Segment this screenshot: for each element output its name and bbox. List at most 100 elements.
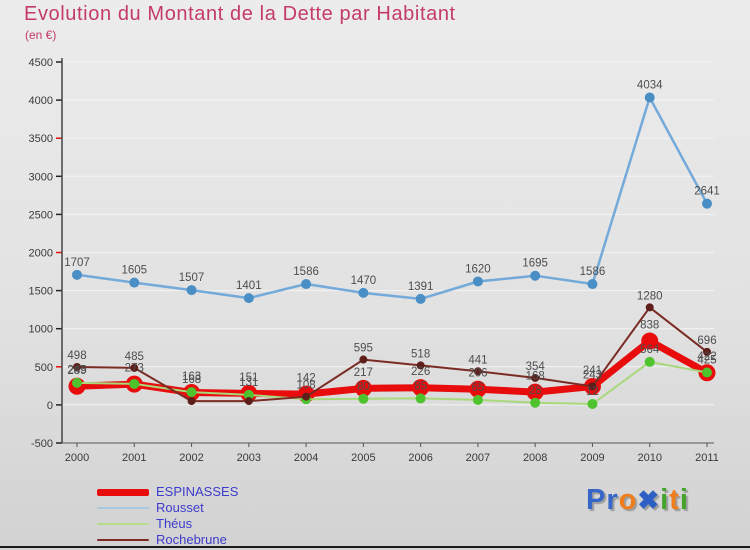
x-tick-label: 2009 [580, 452, 604, 464]
data-point-espinasses [412, 379, 430, 397]
x-tick-label: 2004 [294, 452, 318, 464]
y-tick-label: 3500 [29, 133, 53, 145]
data-point-rochebrune [473, 367, 482, 376]
data-label: 564 [640, 344, 660, 356]
data-label: 2641 [694, 186, 720, 198]
data-label: 518 [411, 348, 430, 360]
legend-swatch [97, 488, 149, 496]
y-tick-label: 1500 [29, 286, 53, 298]
data-point-rousset [415, 293, 426, 304]
logo-letter: ✖ [637, 485, 661, 515]
data-point-rousset [702, 198, 712, 209]
data-point-théus [358, 393, 369, 404]
legend-item-thus: Théus [97, 516, 238, 532]
page-title: Evolution du Montant de la Dette par Hab… [24, 3, 456, 25]
data-label: 168 [182, 374, 201, 386]
data-label: 243 [583, 369, 602, 381]
legend-swatch [97, 523, 149, 525]
logo-letter: i [660, 484, 670, 516]
logo-letter: r [606, 484, 619, 516]
data-point-rochebrune [302, 392, 311, 401]
data-point-théus [702, 367, 712, 378]
data-point-rousset [644, 92, 655, 103]
data-label: 80 [357, 381, 370, 393]
data-point-rochebrune [416, 361, 425, 370]
x-tick-label: 2011 [695, 452, 719, 464]
data-label: 1695 [522, 258, 548, 270]
data-point-rousset [530, 270, 541, 281]
data-label: 354 [526, 361, 546, 373]
data-point-théus [472, 394, 483, 405]
data-point-espinasses [641, 332, 659, 350]
data-point-théus [186, 387, 197, 398]
legend-item-rochebrune: Rochebrune [97, 532, 238, 548]
y-tick-label: 3000 [29, 171, 53, 183]
x-tick-label: 2003 [237, 452, 261, 464]
y-tick-label: 2500 [29, 209, 53, 221]
legend-swatch [97, 507, 149, 509]
data-label: 498 [67, 350, 86, 362]
data-point-rochebrune [645, 303, 654, 312]
proxiti-logo: Pro✖iti [586, 484, 689, 517]
data-label: 1620 [465, 263, 491, 275]
series-line-théus [76, 360, 708, 405]
data-point-rousset [472, 276, 483, 287]
data-point-rousset [243, 293, 254, 304]
data-point-théus [129, 378, 140, 389]
data-label: 1707 [64, 257, 90, 269]
data-label: 65 [472, 382, 485, 394]
data-label: 1586 [293, 266, 319, 278]
data-point-espinasses [354, 379, 372, 397]
data-point-rousset [186, 285, 197, 296]
data-point-rochebrune [359, 355, 368, 364]
data-point-théus [415, 393, 426, 404]
data-label: 151 [239, 372, 258, 384]
data-label: 273 [125, 363, 144, 375]
data-label: 425 [697, 355, 716, 367]
data-label: 1586 [580, 266, 606, 278]
data-point-rousset [587, 279, 598, 290]
data-label: 245 [67, 365, 86, 377]
legend-item-rousset: Rousset [97, 500, 238, 516]
series-line-espinasses [73, 337, 711, 398]
logo-letter: t [669, 484, 680, 516]
data-point-théus [644, 356, 655, 367]
data-label: 838 [640, 320, 659, 332]
page-subtitle: (en €) [25, 28, 57, 42]
y-tick-label: 1000 [29, 324, 53, 336]
logo-letter: o [618, 484, 638, 516]
legend-label: Théus [156, 516, 193, 531]
data-point-rochebrune [244, 397, 253, 406]
data-label: 1401 [236, 280, 262, 292]
chart-legend: ESPINASSES Rousset Théus Rochebrune [97, 484, 238, 548]
data-point-rochebrune [73, 362, 81, 371]
data-label: 217 [354, 367, 373, 379]
data-label: 422 [697, 351, 716, 363]
series-line-rousset [75, 96, 709, 301]
x-tick-label: 2008 [523, 452, 547, 464]
bottom-divider [0, 546, 750, 548]
x-tick-label: 2010 [637, 452, 661, 464]
data-label: 28 [529, 385, 542, 397]
data-point-théus [530, 397, 541, 408]
debt-evolution-line-chart: -500 0 500 1000 1500 2000 2500 3000 3500 4000 4500… [29, 57, 720, 464]
data-point-rochebrune [130, 363, 139, 372]
logo-letter: P [586, 484, 607, 516]
data-label: 1470 [351, 275, 377, 287]
legend-label: Rousset [156, 500, 204, 515]
data-point-espinasses [526, 383, 544, 401]
x-tick-label: 2007 [466, 452, 490, 464]
y-tick-label: 4000 [29, 95, 53, 107]
data-label: 1280 [637, 290, 663, 302]
data-point-rochebrune [588, 382, 597, 391]
data-label: 85 [414, 380, 427, 392]
data-point-rousset [358, 287, 369, 298]
data-label: 206 [468, 368, 487, 380]
data-label: 142 [296, 373, 315, 385]
data-point-rochebrune [187, 397, 196, 406]
data-label: 595 [354, 343, 373, 355]
data-label: 131 [239, 377, 258, 389]
data-label: 441 [468, 354, 487, 366]
data-label: 241 [583, 365, 602, 377]
x-tick-label: 2006 [408, 452, 432, 464]
